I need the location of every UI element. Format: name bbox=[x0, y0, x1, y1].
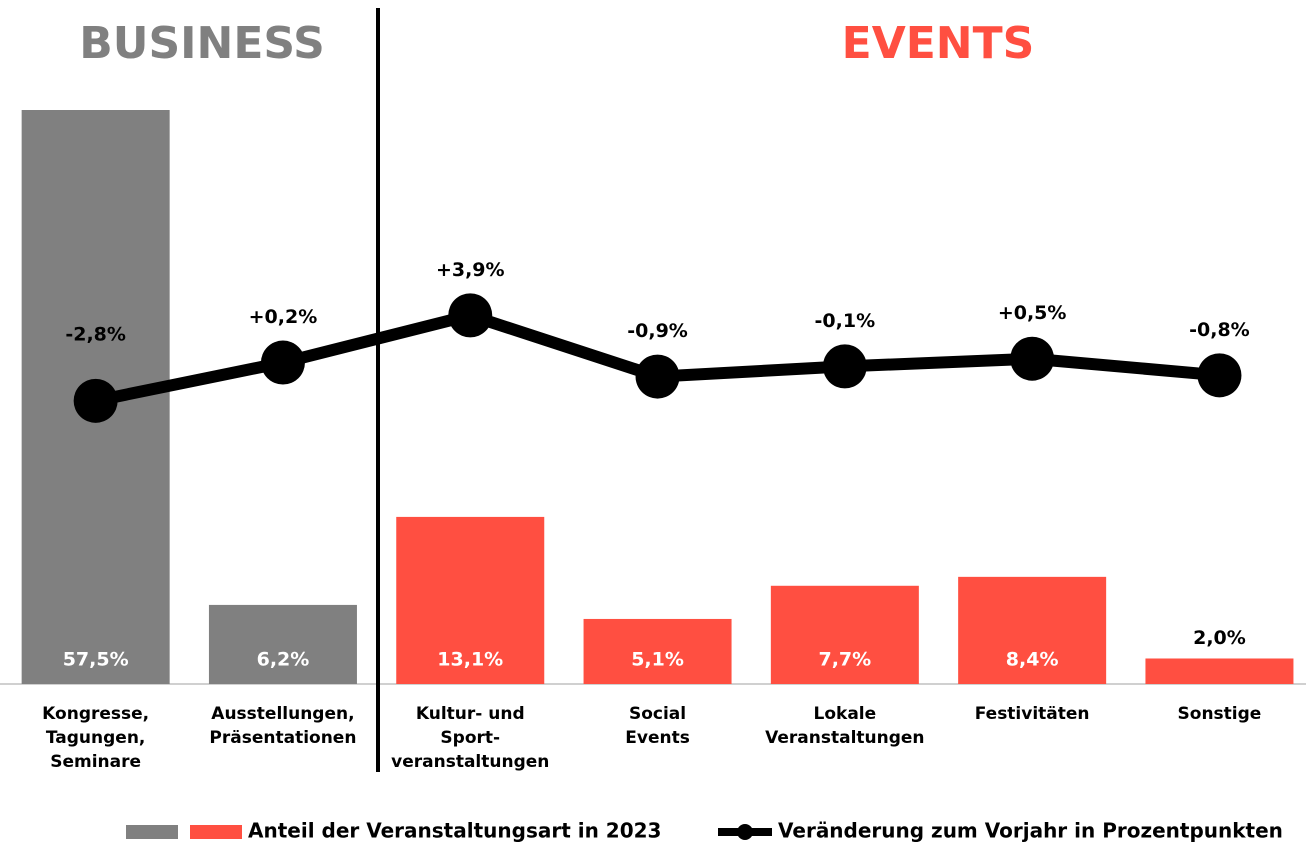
legend-label: Anteil der Veranstaltungsart in 2023 bbox=[248, 819, 661, 843]
line-marker bbox=[822, 344, 867, 389]
x-tick-label: Kongresse, Tagungen, Seminare bbox=[42, 704, 150, 772]
bar bbox=[1145, 658, 1294, 684]
line-marker bbox=[260, 340, 305, 385]
bar bbox=[770, 585, 919, 684]
x-tick-label: Festivitäten bbox=[974, 704, 1090, 724]
x-tick-label: Sonstige bbox=[1177, 704, 1262, 724]
bar-value-label: 13,1% bbox=[437, 649, 503, 671]
events-header: EVENTS bbox=[842, 18, 1035, 69]
line-value-label: -0,1% bbox=[815, 310, 876, 332]
line-value-label: -0,8% bbox=[1189, 319, 1250, 341]
line-marker bbox=[448, 293, 493, 338]
x-tick-label: Social Events bbox=[625, 704, 690, 748]
bar bbox=[396, 516, 545, 684]
x-tick-label: Lokale Veranstaltungen bbox=[765, 704, 925, 748]
bar-value-label: 57,5% bbox=[63, 649, 129, 671]
business-header: BUSINESS bbox=[79, 18, 325, 69]
bar-value-label: 7,7% bbox=[818, 649, 871, 671]
line-marker bbox=[1010, 336, 1055, 381]
line-marker bbox=[1197, 353, 1242, 398]
legend-label: Veränderung zum Vorjahr in Prozentpunkte… bbox=[778, 819, 1283, 843]
bar bbox=[583, 618, 732, 684]
line-marker bbox=[73, 378, 118, 423]
line-value-label: +0,2% bbox=[249, 306, 318, 328]
bar-value-label: 5,1% bbox=[631, 649, 684, 671]
bar bbox=[958, 576, 1107, 684]
line-marker bbox=[635, 354, 680, 399]
line-value-label: +3,9% bbox=[436, 259, 505, 281]
legend-marker bbox=[737, 824, 753, 840]
line-value-label: +0,5% bbox=[998, 302, 1067, 324]
bar-value-label: 8,4% bbox=[1006, 649, 1059, 671]
line-value-label: -2,8% bbox=[65, 323, 126, 345]
bar bbox=[208, 604, 357, 684]
x-tick-label: Ausstellungen, Präsentationen bbox=[209, 704, 357, 748]
bar-value-label: 2,0% bbox=[1193, 627, 1246, 649]
bar-value-label: 6,2% bbox=[257, 649, 310, 671]
legend-swatch-gray bbox=[126, 825, 178, 839]
x-tick-label: Kultur- und Sport- veranstaltungen bbox=[391, 704, 550, 772]
line-value-label: -0,9% bbox=[627, 320, 688, 342]
legend-swatch-red bbox=[190, 825, 242, 839]
